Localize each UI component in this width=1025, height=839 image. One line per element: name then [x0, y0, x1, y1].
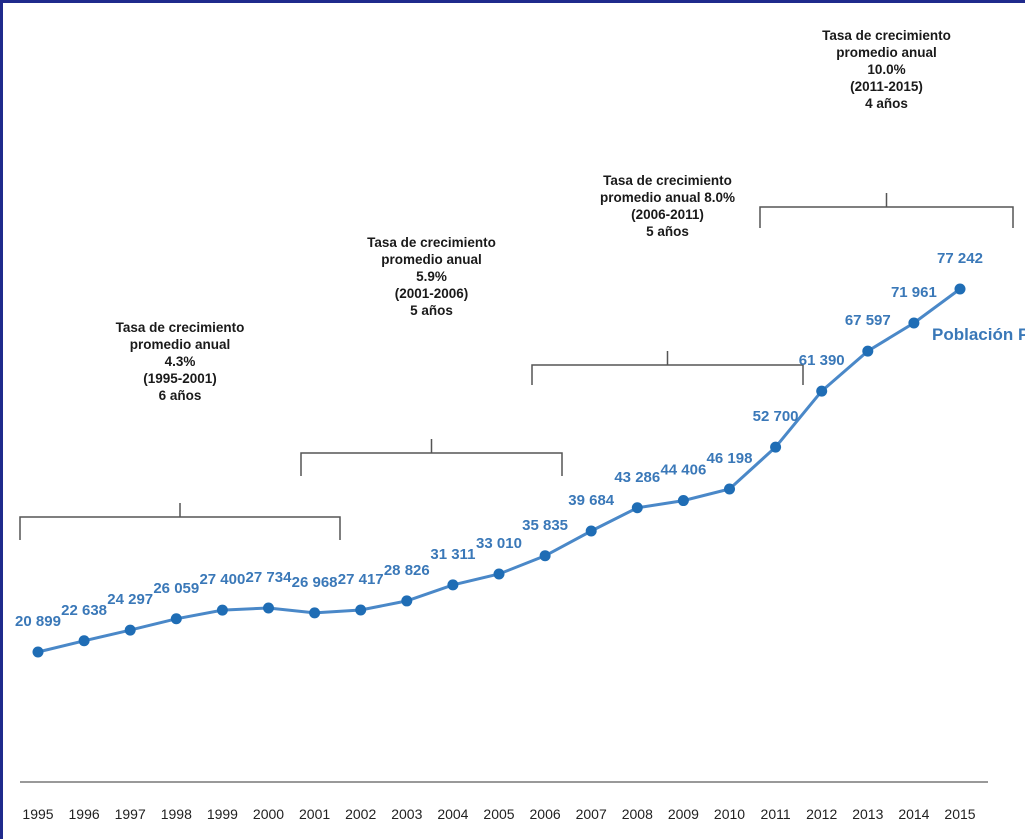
- data-point-1998: [170, 613, 182, 625]
- annotation-2011-2015-line-5: 4 años: [865, 96, 908, 111]
- data-label-2010: 46 198: [707, 450, 753, 467]
- data-point-2005: [493, 568, 505, 580]
- x-tick-2013: 2013: [852, 806, 883, 822]
- x-tick-2011: 2011: [761, 806, 791, 822]
- data-point-2013: [862, 345, 874, 357]
- annotation-2006-2011-line-3: (2006-2011): [631, 207, 704, 222]
- x-tick-2009: 2009: [668, 806, 699, 822]
- data-label-2014: 71 961: [891, 284, 937, 301]
- data-label-2003: 28 826: [384, 562, 430, 579]
- data-point-2004: [447, 579, 459, 591]
- data-point-2001: [309, 607, 321, 619]
- bracket-1995-2001: [19, 503, 341, 540]
- data-label-2002: 27 417: [338, 571, 384, 588]
- data-markers: [32, 283, 966, 658]
- data-point-2014: [908, 317, 920, 329]
- annotation-2001-2006-line-2: promedio anual: [381, 252, 482, 267]
- annotation-2001-2006-line-3: 5.9%: [416, 269, 447, 284]
- data-point-2007: [585, 525, 597, 537]
- data-point-2012: [816, 385, 828, 397]
- data-label-2001: 26 968: [292, 574, 338, 591]
- annotation-2011-2015-line-4: (2011-2015): [850, 79, 923, 94]
- x-tick-2007: 2007: [576, 806, 607, 822]
- x-tick-2015: 2015: [944, 806, 975, 822]
- x-tick-1996: 1996: [69, 806, 100, 822]
- growth-rate-brackets: [19, 193, 1014, 540]
- annotation-2001-2006-line-1: Tasa de crecimiento: [367, 235, 496, 250]
- data-label-2000: 27 734: [246, 569, 293, 586]
- x-tick-2005: 2005: [483, 806, 514, 822]
- data-label-1999: 27 400: [199, 571, 245, 588]
- x-tick-2000: 2000: [253, 806, 284, 822]
- annotation-2011-2015-line-1: Tasa de crecimiento: [822, 28, 951, 43]
- x-tick-2001: 2001: [299, 806, 330, 822]
- data-label-2015: 77 242: [937, 250, 983, 267]
- data-point-2009: [677, 495, 689, 507]
- data-label-1997: 24 297: [107, 591, 153, 608]
- x-tick-1998: 1998: [161, 806, 192, 822]
- data-label-1996: 22 638: [61, 602, 107, 619]
- annotation-1995-2001-line-3: 4.3%: [165, 354, 196, 369]
- bracket-2001-2006: [300, 439, 563, 476]
- data-point-2000: [263, 602, 274, 614]
- data-label-2004: 31 311: [430, 546, 475, 563]
- annotation-1995-2001-line-1: Tasa de crecimiento: [116, 320, 245, 335]
- x-tick-2004: 2004: [437, 806, 468, 822]
- annotation-1995-2001-line-5: 6 años: [159, 388, 202, 403]
- annotation-1995-2001-line-2: promedio anual: [130, 337, 231, 352]
- data-point-2003: [401, 595, 413, 607]
- growth-rate-annotations: Tasa de crecimiento promedio anual 4.3% (19…: [116, 28, 951, 403]
- data-point-2002: [355, 604, 367, 616]
- annotation-2001-2006-line-5: 5 años: [410, 303, 453, 318]
- data-point-1997: [124, 624, 136, 636]
- data-point-2006: [539, 550, 551, 562]
- x-tick-2014: 2014: [898, 806, 929, 822]
- x-tick-2010: 2010: [714, 806, 745, 822]
- data-point-1999: [216, 604, 228, 616]
- x-tick-2003: 2003: [391, 806, 422, 822]
- data-label-1995: 20 899: [15, 613, 61, 630]
- x-tick-2002: 2002: [345, 806, 376, 822]
- data-label-2011: 52 700: [753, 408, 799, 425]
- data-point-2010: [724, 483, 735, 495]
- annotation-2006-2011-line-1: Tasa de crecimiento: [603, 173, 732, 188]
- annotation-2006-2011-line-4: 5 años: [646, 224, 689, 239]
- data-point-2008: [631, 502, 643, 514]
- x-tick-labels: 1995 1996 1997 1998 1999 2000 2001 2002 2003 2004…: [22, 806, 975, 822]
- bracket-2011-2015: [759, 193, 1014, 228]
- series-name-label: Población Penal: [932, 325, 1025, 344]
- annotation-1995-2001-line-4: (1995-2001): [143, 371, 217, 386]
- x-tick-2006: 2006: [530, 806, 561, 822]
- data-point-2015: [954, 283, 966, 295]
- x-tick-2012: 2012: [806, 806, 837, 822]
- data-point-1995: [32, 646, 44, 658]
- data-label-2013: 67 597: [845, 312, 891, 329]
- data-label-2009: 44 406: [660, 462, 706, 479]
- data-point-2011: [770, 441, 782, 453]
- x-tick-1997: 1997: [115, 806, 146, 822]
- data-label-1998: 26 059: [153, 580, 199, 597]
- data-label-2006: 35 835: [522, 517, 568, 534]
- annotation-2006-2011-line-2: promedio anual 8.0%: [600, 190, 735, 205]
- annotation-2011-2015-line-3: 10.0%: [867, 62, 905, 77]
- data-label-2005: 33 010: [476, 535, 522, 552]
- data-label-2012: 61 390: [799, 352, 845, 369]
- data-label-2007: 39 684: [568, 492, 615, 509]
- bracket-2006-2011: [531, 351, 804, 385]
- data-label-2008: 43 286: [614, 469, 660, 486]
- data-point-1996: [78, 635, 90, 647]
- annotation-2011-2015-line-2: promedio anual: [836, 45, 937, 60]
- x-tick-1995: 1995: [22, 806, 53, 822]
- x-tick-2008: 2008: [622, 806, 653, 822]
- annotation-2001-2006-line-4: (2001-2006): [395, 286, 469, 301]
- x-tick-1999: 1999: [207, 806, 238, 822]
